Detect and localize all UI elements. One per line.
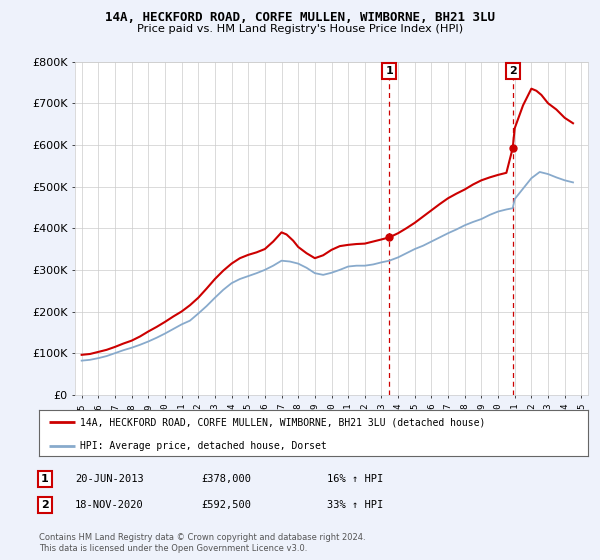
Text: HPI: Average price, detached house, Dorset: HPI: Average price, detached house, Dors…	[80, 441, 327, 451]
Text: 20-JUN-2013: 20-JUN-2013	[75, 474, 144, 484]
Text: 33% ↑ HPI: 33% ↑ HPI	[327, 500, 383, 510]
Text: 1: 1	[385, 66, 393, 76]
Text: 18-NOV-2020: 18-NOV-2020	[75, 500, 144, 510]
Text: Price paid vs. HM Land Registry's House Price Index (HPI): Price paid vs. HM Land Registry's House …	[137, 24, 463, 34]
Text: 14A, HECKFORD ROAD, CORFE MULLEN, WIMBORNE, BH21 3LU (detached house): 14A, HECKFORD ROAD, CORFE MULLEN, WIMBOR…	[80, 417, 485, 427]
Text: 1: 1	[41, 474, 49, 484]
Text: £378,000: £378,000	[201, 474, 251, 484]
Text: 2: 2	[509, 66, 517, 76]
Text: £592,500: £592,500	[201, 500, 251, 510]
Text: Contains HM Land Registry data © Crown copyright and database right 2024.
This d: Contains HM Land Registry data © Crown c…	[39, 533, 365, 553]
Text: 16% ↑ HPI: 16% ↑ HPI	[327, 474, 383, 484]
Text: 14A, HECKFORD ROAD, CORFE MULLEN, WIMBORNE, BH21 3LU: 14A, HECKFORD ROAD, CORFE MULLEN, WIMBOR…	[105, 11, 495, 24]
Text: 2: 2	[41, 500, 49, 510]
